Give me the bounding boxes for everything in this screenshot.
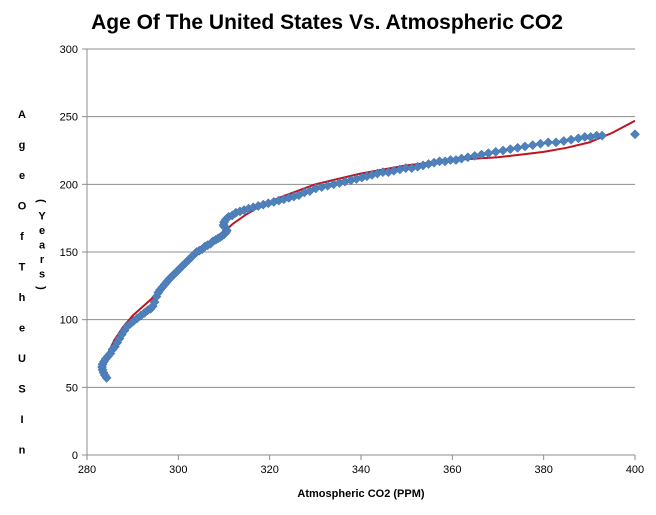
data-point [519, 141, 530, 152]
axes [82, 48, 636, 460]
data-point [597, 130, 608, 141]
gridlines [87, 48, 635, 388]
y-tick-label: 150 [60, 247, 78, 259]
data-point [566, 134, 577, 145]
y-label-letter: A [18, 109, 26, 121]
tick-labels: 0 50 100 150 200 250 300 280 300 320 340 360 380 400 [60, 44, 645, 476]
y-label-letter: e [39, 225, 45, 237]
y-label-letter: s [39, 269, 45, 281]
y-label-letter: T [19, 262, 26, 274]
y-label-letter: g [19, 140, 26, 152]
y-label-letter: S [18, 384, 25, 396]
y-tick-label: 200 [60, 179, 78, 191]
y-tick-label: 100 [60, 315, 78, 327]
data-point [512, 142, 523, 153]
y-label-letter: U [18, 353, 26, 365]
x-tick-label: 340 [352, 464, 370, 476]
y-label-letter: e [19, 323, 25, 335]
x-tick-label: 360 [443, 464, 461, 476]
y-label-letter: ) [35, 286, 47, 290]
data-point [543, 137, 554, 148]
chart-title: Age Of The United States Vs. Atmospheric… [91, 11, 563, 34]
y-label-letter: e [19, 170, 25, 182]
y-label-letter: r [40, 254, 45, 266]
data-point [535, 138, 546, 149]
x-axis-label: Atmospheric CO2 (PPM) [297, 488, 424, 500]
data-point [462, 152, 473, 163]
y-tick-label: 250 [60, 112, 78, 124]
data-points [97, 129, 640, 383]
y-label-letter: ( [35, 199, 47, 203]
y-tick-label: 300 [60, 44, 78, 56]
y-label-letter: f [20, 231, 24, 243]
y-label-letter: I [20, 414, 23, 426]
data-point [149, 297, 160, 308]
data-point [490, 146, 501, 157]
data-point [551, 137, 561, 148]
data-point [505, 144, 516, 155]
x-tick-label: 300 [169, 464, 187, 476]
trendline-layer [101, 119, 636, 365]
data-point [498, 145, 508, 156]
data-point [630, 129, 640, 140]
y-label-letter: h [19, 292, 26, 304]
data-point [483, 148, 494, 159]
y-label-letter: Y [38, 211, 46, 223]
x-tick-label: 400 [626, 464, 644, 476]
y-label-letter: n [19, 445, 26, 457]
y-label-letter: a [39, 240, 46, 252]
data-point [527, 140, 538, 151]
x-tick-label: 280 [78, 464, 96, 476]
y-tick-label: 0 [72, 450, 78, 462]
data-point [558, 136, 569, 146]
y-tick-label: 50 [66, 382, 78, 394]
x-tick-label: 320 [260, 464, 278, 476]
y-label-letter: O [18, 201, 27, 213]
x-tick-label: 380 [534, 464, 552, 476]
trendline [101, 119, 636, 365]
